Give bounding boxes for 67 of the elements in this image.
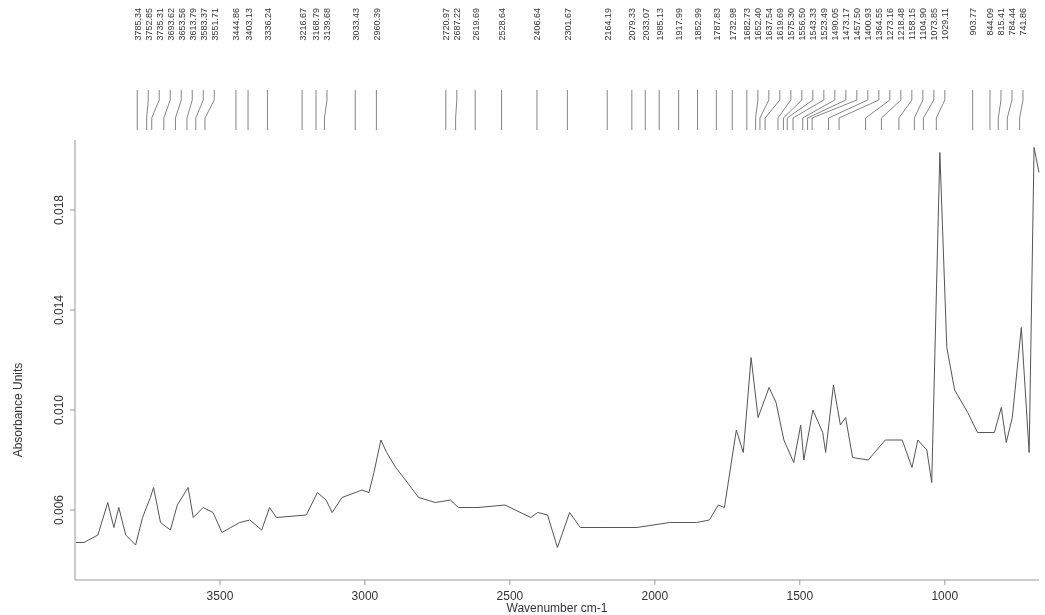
y-tick-label: 0.010 — [52, 394, 66, 426]
line-series — [75, 147, 1040, 548]
y-axis-title: Absorbance Units — [11, 362, 25, 458]
text: 1619.69 — [775, 8, 786, 41]
text: 1273.16 — [885, 8, 896, 41]
text: 2406.64 — [532, 8, 543, 41]
text: 844.09 — [985, 8, 996, 36]
text: 3693.62 — [165, 8, 176, 41]
text: 3653.56 — [176, 8, 187, 41]
x-tick-label: 1000 — [931, 589, 959, 603]
text: 784.44 — [1007, 8, 1018, 36]
text: 1523.49 — [819, 8, 830, 41]
text: 1364.55 — [874, 8, 885, 41]
text: 3735.31 — [154, 8, 165, 41]
x-tick-label: 2000 — [641, 589, 669, 603]
text: 1917.99 — [674, 8, 685, 41]
text: 3168.79 — [311, 8, 322, 41]
text: 1682.73 — [742, 8, 753, 41]
text: 3336.24 — [262, 8, 273, 41]
y-tick-label: 0.006 — [52, 494, 66, 526]
text: 1104.90 — [918, 8, 929, 40]
y-tick-label: 0.018 — [52, 194, 66, 226]
text: 1473.17 — [841, 8, 852, 41]
text: 2528.64 — [497, 8, 508, 41]
text: 3139.68 — [322, 8, 333, 41]
text: 1732.98 — [727, 8, 738, 41]
text: 3444.86 — [231, 8, 242, 41]
text: 3033.43 — [350, 8, 361, 41]
text: 2687.22 — [452, 8, 463, 41]
text: 2301.67 — [562, 8, 573, 41]
text: 3785.34 — [132, 8, 143, 41]
text: 1787.83 — [711, 8, 722, 41]
text: 3583.37 — [198, 8, 209, 41]
x-tick-label: 2500 — [496, 589, 524, 603]
text: 3403.13 — [243, 8, 254, 41]
text: 1490.05 — [830, 8, 841, 41]
text: 2619.69 — [470, 8, 481, 41]
text: 1158.15 — [907, 8, 918, 40]
text: 1400.93 — [863, 8, 874, 41]
x-axis-title: Wavenumber cm-1 — [506, 601, 608, 615]
text: 1543.33 — [808, 8, 819, 41]
text: 2720.97 — [441, 8, 452, 41]
text: 1073.85 — [929, 8, 940, 41]
x-tick-label: 3500 — [206, 589, 234, 603]
x-tick-label: 1500 — [786, 589, 814, 603]
text: 815.41 — [996, 8, 1007, 36]
text: 3551.71 — [209, 8, 220, 41]
text: 2033.07 — [640, 8, 651, 41]
text: 741.86 — [1018, 8, 1029, 36]
text: 1985.13 — [654, 8, 665, 41]
text: 2960.39 — [371, 8, 382, 41]
text: 1652.40 — [753, 8, 764, 41]
text: 2164.19 — [602, 8, 613, 41]
y-tick-label: 0.014 — [52, 294, 66, 326]
text: 2079.33 — [627, 8, 638, 41]
text: 1575.30 — [786, 8, 797, 41]
text: 1556.50 — [797, 8, 808, 41]
text: 1029.11 — [940, 8, 951, 40]
text: 3216.67 — [297, 8, 308, 41]
text: 1457.50 — [852, 8, 863, 41]
text: 3613.79 — [187, 8, 198, 41]
x-tick-label: 3000 — [351, 589, 379, 603]
text: 1218.48 — [896, 8, 907, 41]
text: 1637.54 — [764, 8, 775, 41]
text: 1852.99 — [692, 8, 703, 41]
text: 903.77 — [968, 8, 979, 36]
text: 3752.85 — [143, 8, 154, 41]
